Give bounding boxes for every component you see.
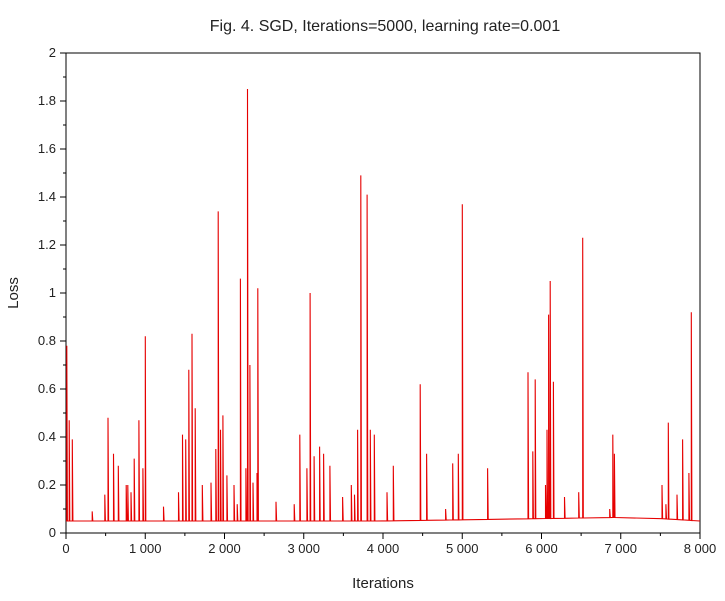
x-tick-label: 0 xyxy=(62,541,69,556)
y-tick-label: 2 xyxy=(49,45,56,60)
x-tick-label: 7 000 xyxy=(604,541,637,556)
x-tick-label: 3 000 xyxy=(287,541,320,556)
chart-title: Fig. 4. SGD, Iterations=5000, learning r… xyxy=(210,18,561,35)
y-tick-label: 0.4 xyxy=(38,429,56,444)
y-tick-label: 0.6 xyxy=(38,381,56,396)
y-axis-title: Loss xyxy=(5,277,22,309)
x-tick-label: 4 000 xyxy=(367,541,400,556)
x-tick-label: 2 000 xyxy=(208,541,241,556)
x-tick-label: 1 000 xyxy=(129,541,162,556)
series-loss xyxy=(66,88,701,522)
y-tick-label: 1.2 xyxy=(38,237,56,252)
y-tick-label: 0.8 xyxy=(38,333,56,348)
y-tick-label: 1.4 xyxy=(38,189,56,204)
y-tick-label: 1.6 xyxy=(38,141,56,156)
y-tick-label: 0.2 xyxy=(38,477,56,492)
x-axis-title: Iterations xyxy=(352,575,414,592)
loss-series-line xyxy=(66,88,701,522)
x-tick-label: 5 000 xyxy=(446,541,479,556)
x-tick-label: 8 000 xyxy=(684,541,717,556)
y-tick-label: 1 xyxy=(49,285,56,300)
x-tick-label: 6 000 xyxy=(525,541,558,556)
x-axis: 0 1 000 2 000 3 000 4 000 5 000 6 000 7 000 8 00… xyxy=(62,533,716,556)
y-axis: 0 0.2 0.4 0.6 0.8 1 1.2 1.4 1.6 1.8 2 xyxy=(38,45,66,540)
y-tick-label: 0 xyxy=(49,525,56,540)
y-tick-label: 1.8 xyxy=(38,93,56,108)
plot-frame xyxy=(65,52,701,534)
